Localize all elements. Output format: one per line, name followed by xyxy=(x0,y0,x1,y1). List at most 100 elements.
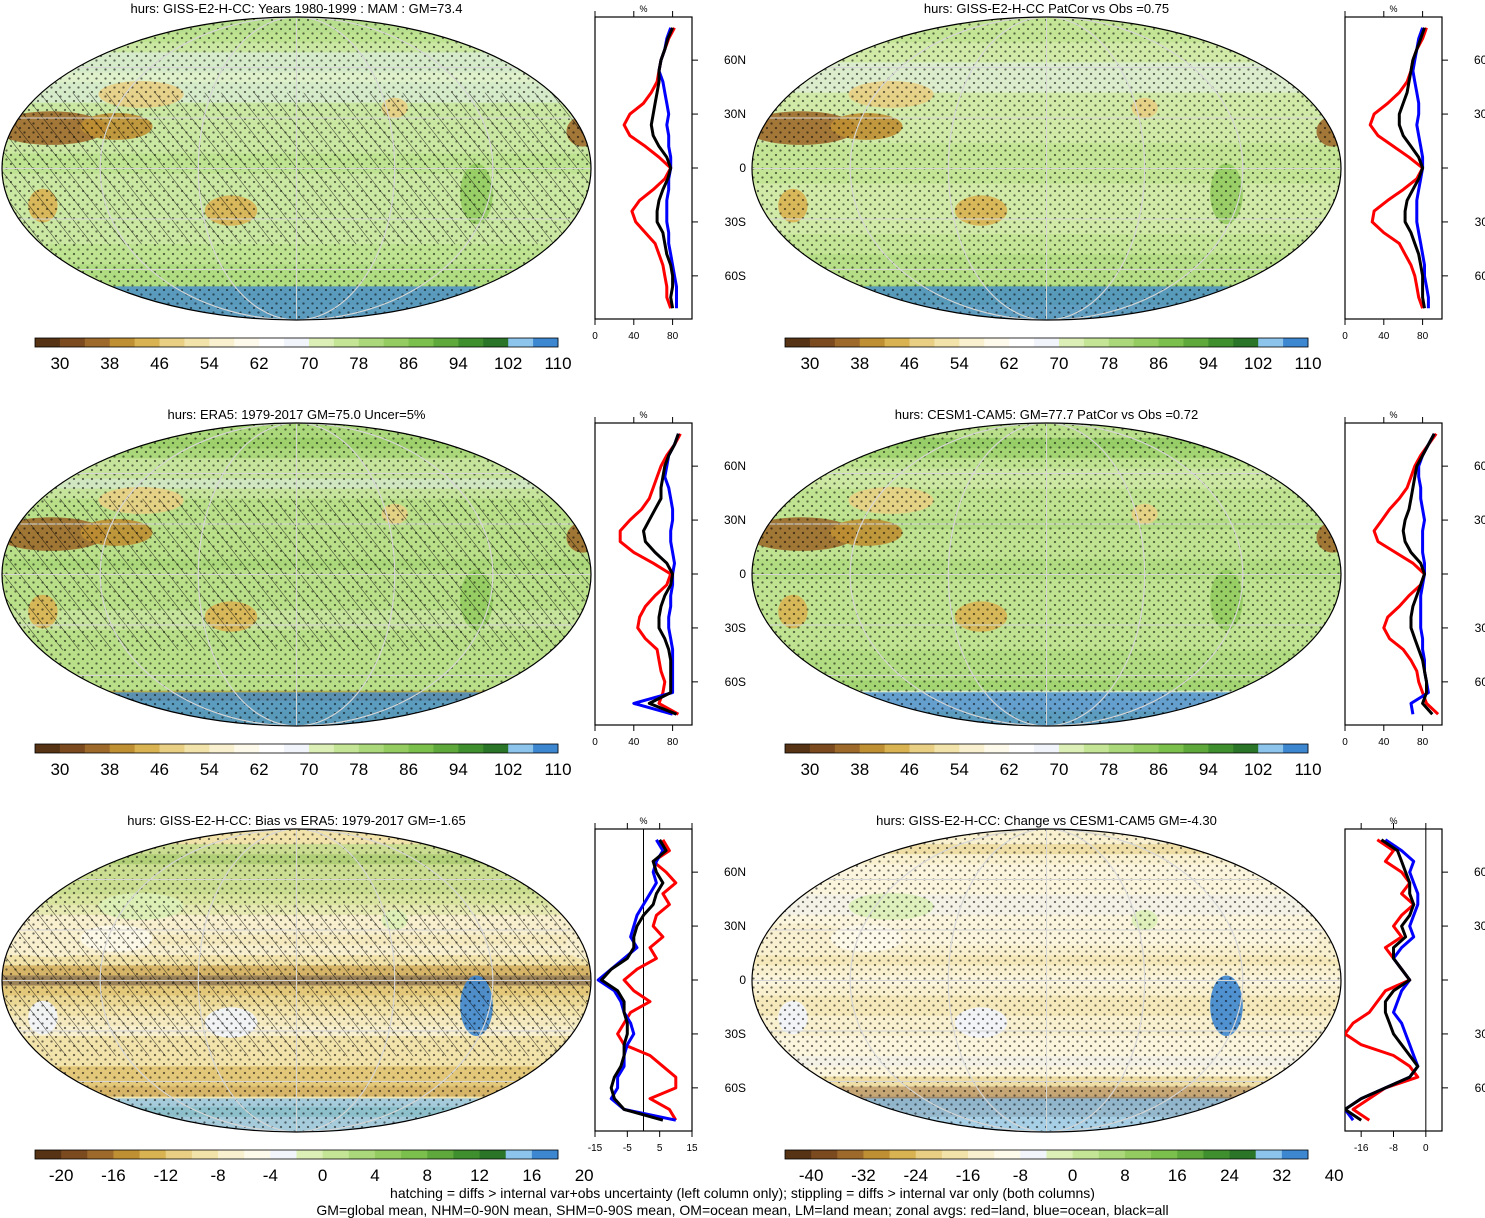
zonal-lat-label: 60S xyxy=(1475,1081,1485,1095)
zonal-series-all xyxy=(1401,433,1436,716)
colorbar-swatch xyxy=(383,744,409,753)
colorbar-swatch xyxy=(909,744,935,753)
colorbar-swatch xyxy=(109,338,136,347)
zonal-lat-label: 0 xyxy=(739,567,746,581)
footnote-line-2: GM=global mean, NHM=0-90N mean, SHM=0-90… xyxy=(316,1202,1169,1218)
colorbar-swatch xyxy=(1208,744,1234,753)
zonal-series-land xyxy=(616,839,678,1121)
colorbar-label: -16 xyxy=(956,1166,981,1185)
colorbar-swatch xyxy=(458,744,484,753)
colorbar-swatch xyxy=(1283,338,1309,347)
colorbar-label: 8 xyxy=(423,1166,432,1185)
colorbar-swatch xyxy=(35,338,61,347)
colorbar-swatch xyxy=(1098,1150,1126,1159)
colorbar-label: 38 xyxy=(100,354,119,373)
colorbar-swatch xyxy=(1133,744,1159,753)
zonal-xtick-label: 80 xyxy=(667,331,679,342)
colorbar-label: 38 xyxy=(850,354,869,373)
colorbar-label: 62 xyxy=(1000,760,1019,779)
colorbar-swatch xyxy=(1233,338,1259,347)
colorbar-label: 102 xyxy=(494,760,522,779)
zonal-series-all xyxy=(642,433,680,716)
colorbar-label: 54 xyxy=(200,354,219,373)
colorbar-label: 20 xyxy=(575,1166,594,1185)
map-outline xyxy=(751,16,1342,321)
colorbar-swatch xyxy=(358,744,385,753)
colorbar-swatch xyxy=(959,744,985,753)
colorbar-label: 30 xyxy=(50,354,69,373)
colorbar-swatch xyxy=(401,1150,428,1159)
colorbar-label: 46 xyxy=(150,354,169,373)
colorbar-swatch xyxy=(209,744,235,753)
colorbar-swatch xyxy=(1208,338,1234,347)
colorbar-swatch xyxy=(909,338,935,347)
colorbar-swatch xyxy=(259,744,285,753)
colorbar-swatch xyxy=(1183,744,1209,753)
colorbar-swatch xyxy=(1124,1150,1152,1159)
colorbar-label: 94 xyxy=(449,760,468,779)
colorbar-label: 54 xyxy=(950,760,969,779)
colorbar-swatch xyxy=(859,744,886,753)
zonal-xtick-label: -5 xyxy=(623,1143,632,1154)
colorbar-swatch xyxy=(284,744,310,753)
zonal-lat-label: 60N xyxy=(1474,459,1485,473)
colorbar-label: -8 xyxy=(210,1166,225,1185)
colorbar-label: 78 xyxy=(349,760,368,779)
colorbar-label: 78 xyxy=(1099,354,1118,373)
zonal-lat-label: 30N xyxy=(724,513,746,527)
colorbar-swatch xyxy=(531,1150,559,1159)
colorbar-frame xyxy=(34,743,559,754)
zonal-lat-label: 30S xyxy=(1475,215,1485,229)
footnote-line-1: hatching = diffs > internal var+obs unce… xyxy=(390,1185,1095,1201)
colorbar-label: 46 xyxy=(900,760,919,779)
colorbar-label: 86 xyxy=(1149,760,1168,779)
colorbar-swatch xyxy=(84,744,111,753)
colorbar-swatch xyxy=(984,744,1010,753)
colorbar-swatch xyxy=(61,1150,88,1159)
zonal-xtick-label: 0 xyxy=(592,737,598,748)
graticule-meridian xyxy=(197,17,396,320)
zonal-xtick-label: 40 xyxy=(628,331,640,342)
zonal-xtick-label: 80 xyxy=(667,737,679,748)
colorbar-swatch xyxy=(859,338,886,347)
colorbar-swatch xyxy=(1233,744,1259,753)
colorbar-label: 102 xyxy=(1244,354,1272,373)
colorbar-label: 110 xyxy=(1294,760,1321,779)
colorbar-label: 102 xyxy=(1244,760,1272,779)
colorbar-swatch xyxy=(308,744,335,753)
colorbar-label: 30 xyxy=(800,354,819,373)
colorbar-swatch xyxy=(834,338,861,347)
colorbar-swatch xyxy=(35,1150,62,1159)
zonal-lat-label: 60S xyxy=(1475,675,1485,689)
colorbar: 30 38 46 54 62 70 78 86 94 102 110 xyxy=(784,743,1322,779)
colorbar-swatch xyxy=(348,1150,376,1159)
zonal-frame xyxy=(594,16,693,320)
colorbar-label: 94 xyxy=(449,354,468,373)
colorbar-swatch xyxy=(479,1150,507,1159)
colorbar-swatch xyxy=(159,744,185,753)
colorbar-label: -16 xyxy=(101,1166,126,1185)
colorbar-swatch xyxy=(35,744,61,753)
zonal-lat-label: 60S xyxy=(725,675,746,689)
colorbar: 30 38 46 54 62 70 78 86 94 102 110 xyxy=(34,337,572,373)
colorbar-swatch xyxy=(308,338,335,347)
colorbar-label: 78 xyxy=(1099,760,1118,779)
colorbar-swatch xyxy=(1034,744,1060,753)
panel-title: hurs: CESM1-CAM5: GM=77.7 PatCor vs Obs … xyxy=(895,407,1198,422)
colorbar-swatch xyxy=(134,744,160,753)
colorbar-swatch xyxy=(984,338,1010,347)
zonal-xtick-label: 40 xyxy=(1378,331,1390,342)
zonal-xlabel: % xyxy=(1389,816,1397,826)
colorbar-swatch xyxy=(296,1150,324,1159)
colorbar-swatch xyxy=(113,1150,140,1159)
colorbar-swatch xyxy=(809,338,836,347)
colorbar-swatch xyxy=(59,744,86,753)
zonal-xtick-label: 5 xyxy=(657,1143,663,1154)
colorbar-swatch xyxy=(184,744,210,753)
colorbar-label: 16 xyxy=(522,1166,541,1185)
zonal-xtick-label: -16 xyxy=(1354,1143,1369,1154)
colorbar-swatch xyxy=(234,338,260,347)
map-field xyxy=(2,17,591,320)
